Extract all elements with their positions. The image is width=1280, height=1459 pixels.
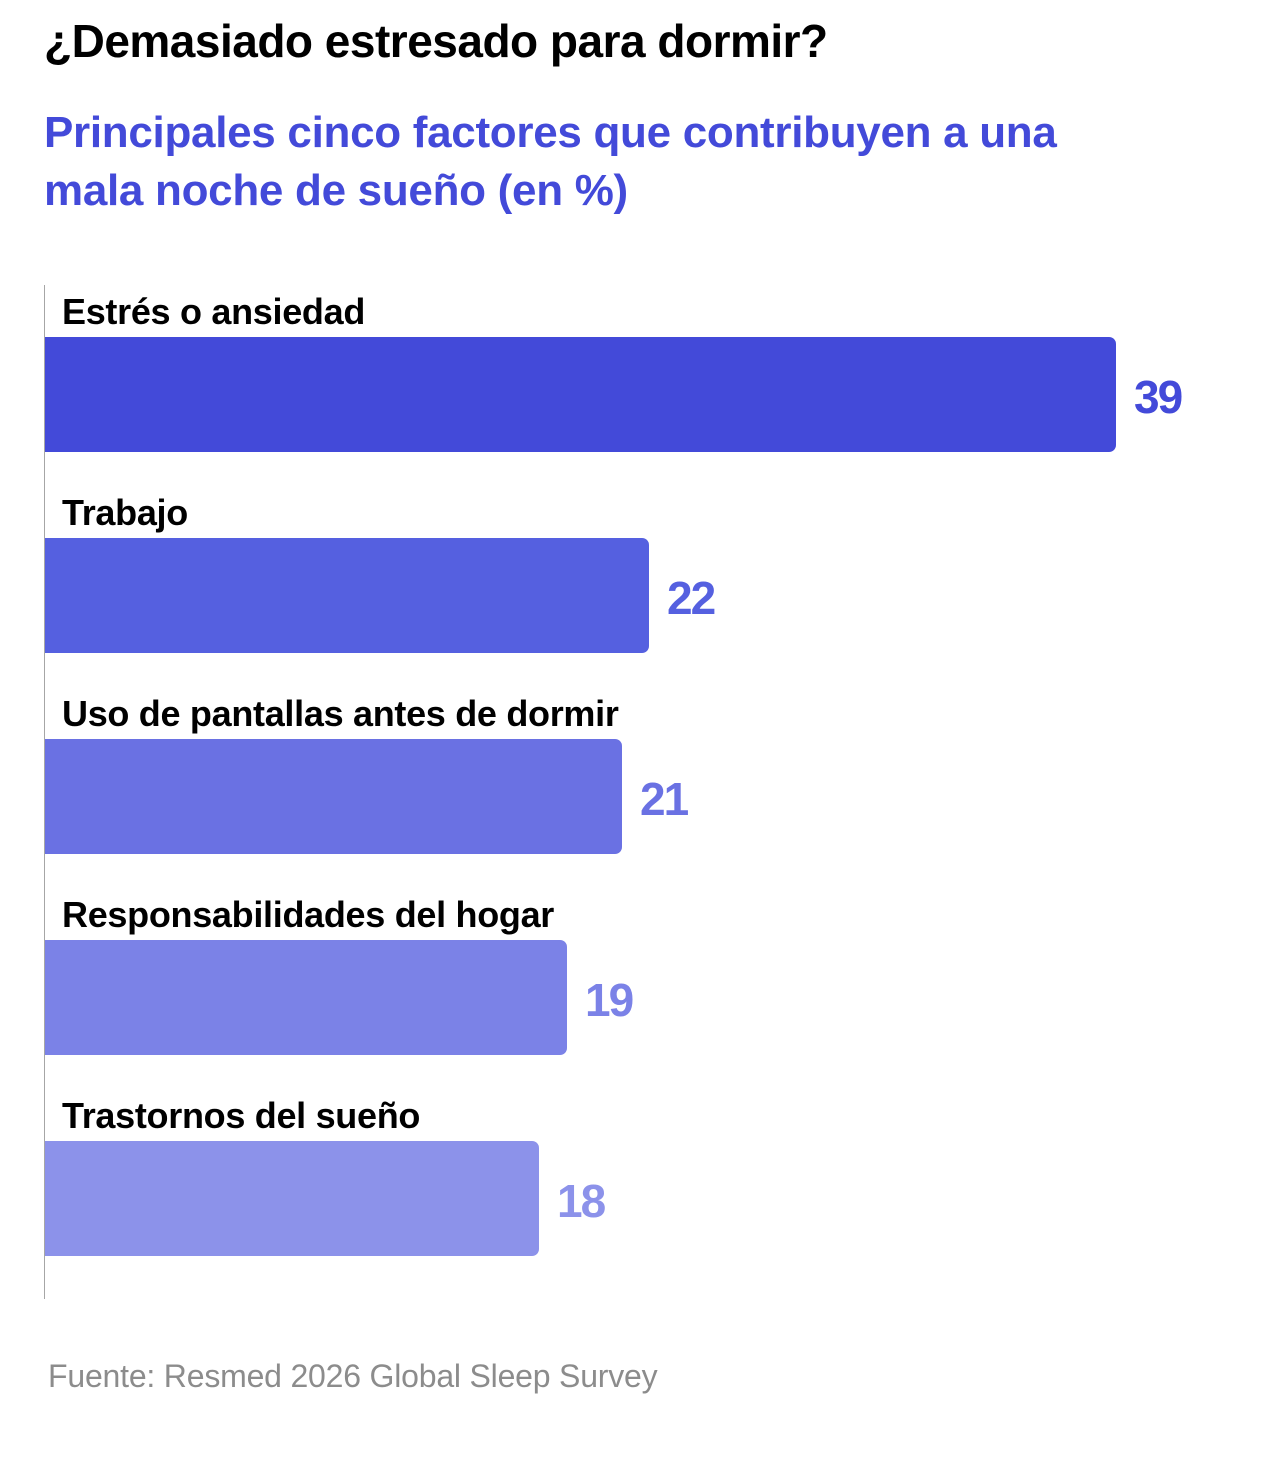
value-label: 21: [640, 772, 689, 825]
value-label: 22: [667, 571, 716, 624]
category-label: Estrés o ansiedad: [62, 291, 366, 332]
category-label: Trabajo: [62, 492, 188, 533]
value-label: 39: [1134, 370, 1183, 423]
category-label: Uso de pantallas antes de dormir: [62, 693, 619, 734]
source-note: Fuente: Resmed 2026 Global Sleep Survey: [48, 1358, 658, 1394]
bar: [45, 1141, 539, 1256]
chart-title: ¿Demasiado estresado para dormir?: [44, 15, 828, 67]
bar: [45, 940, 567, 1055]
bar: [45, 739, 622, 854]
chart-subtitle: Principales cinco factores que contribuy…: [44, 108, 1057, 215]
category-label: Responsabilidades del hogar: [62, 894, 555, 935]
category-label: Trastornos del sueño: [62, 1095, 421, 1136]
y-axis-line: [44, 285, 45, 1299]
bar: [45, 538, 649, 653]
value-label: 18: [557, 1174, 606, 1227]
bar: [45, 337, 1116, 452]
value-label: 19: [585, 973, 634, 1026]
